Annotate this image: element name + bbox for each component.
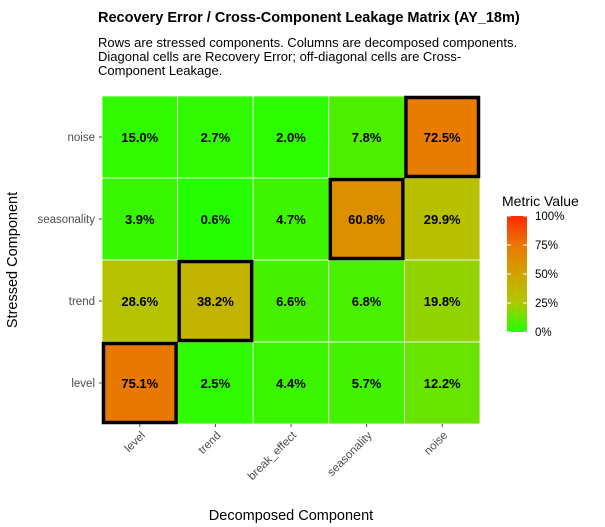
cell-value-label: 7.8%	[352, 130, 382, 145]
cell-value-label: 12.2%	[424, 376, 461, 391]
x-tick-label-break_effect: break_effect	[246, 429, 300, 483]
legend-colorbar	[507, 216, 527, 332]
y-axis-title: Stressed Component	[5, 192, 21, 328]
cell-value-label: 28.6%	[121, 294, 158, 309]
cell-value-label: 75.1%	[121, 376, 158, 391]
x-axis-title: Decomposed Component	[209, 508, 373, 524]
cell-value-label: 0.6%	[201, 212, 231, 227]
y-tick-label-trend: trend	[69, 296, 95, 308]
cell-value-label: 2.7%	[201, 130, 231, 145]
legend-title: Metric Value	[502, 193, 579, 209]
cell-value-label: 19.8%	[424, 294, 461, 309]
heatmap-cell-trend-level	[101, 259, 178, 343]
highlight-border-seasonality-seasonality	[328, 177, 405, 261]
heatmap-cell-noise-break_effect	[252, 95, 330, 179]
chart-subtitle: Rows are stressed components. Columns ar…	[98, 35, 518, 78]
x-tick-label-noise: noise	[422, 430, 450, 458]
highlight-border-level-level	[101, 341, 178, 425]
heatmap-cell-trend-noise	[403, 259, 481, 343]
y-tick-label-level: level	[71, 378, 95, 390]
legend-tick-label: 75%	[535, 240, 558, 252]
heatmap-cell-noise-seasonality	[328, 95, 405, 179]
cell-value-label: 6.8%	[352, 294, 382, 309]
cell-value-label: 15.0%	[121, 130, 158, 145]
legend-tick-label: 50%	[535, 269, 558, 281]
cell-value-label: 4.7%	[276, 212, 306, 227]
x-tick-label-seasonality: seasonality	[326, 429, 375, 478]
cell-value-label: 4.4%	[276, 376, 306, 391]
heatmap-cell-level-trend	[177, 341, 254, 425]
heatmap-cell-level-level	[101, 341, 178, 425]
heatmap-cell-seasonality-noise	[403, 177, 481, 261]
cell-value-label: 6.6%	[276, 294, 306, 309]
chart-title: Recovery Error / Cross-Component Leakage…	[98, 10, 520, 26]
legend-tick-label: 25%	[535, 298, 558, 310]
x-tick-label-trend: trend	[196, 430, 223, 457]
heatmap-cell-trend-break_effect	[252, 259, 330, 343]
legend-tick-label: 100%	[535, 211, 564, 223]
highlight-border-noise-noise	[404, 95, 481, 179]
cell-value-label: 72.5%	[424, 130, 461, 145]
legend-tick-label: 0%	[535, 327, 552, 339]
cell-value-label: 3.9%	[125, 212, 155, 227]
heatmap-cell-noise-noise	[403, 95, 481, 179]
heatmap-cell-seasonality-break_effect	[252, 177, 330, 261]
cell-value-label: 60.8%	[348, 212, 385, 227]
heatmap-cell-level-seasonality	[328, 341, 405, 425]
cell-value-label: 29.9%	[424, 212, 461, 227]
y-tick-label-noise: noise	[68, 132, 96, 144]
cell-value-label: 5.7%	[352, 376, 382, 391]
heatmap-cell-seasonality-level	[101, 177, 178, 261]
cell-value-label: 2.5%	[201, 376, 231, 391]
x-tick-label-level: level	[123, 430, 148, 455]
cell-value-label: 2.0%	[276, 130, 306, 145]
highlight-border-trend-trend	[177, 259, 254, 343]
heatmap-cell-level-noise	[403, 341, 481, 425]
heatmap-cell-trend-trend	[177, 259, 254, 343]
heatmap-cell-level-break_effect	[252, 341, 330, 425]
heatmap-cell-trend-seasonality	[328, 259, 405, 343]
heatmap-cell-seasonality-trend	[177, 177, 254, 261]
heatmap-cell-noise-trend	[177, 95, 254, 179]
y-tick-label-seasonality: seasonality	[37, 214, 95, 226]
cell-value-label: 38.2%	[197, 294, 234, 309]
